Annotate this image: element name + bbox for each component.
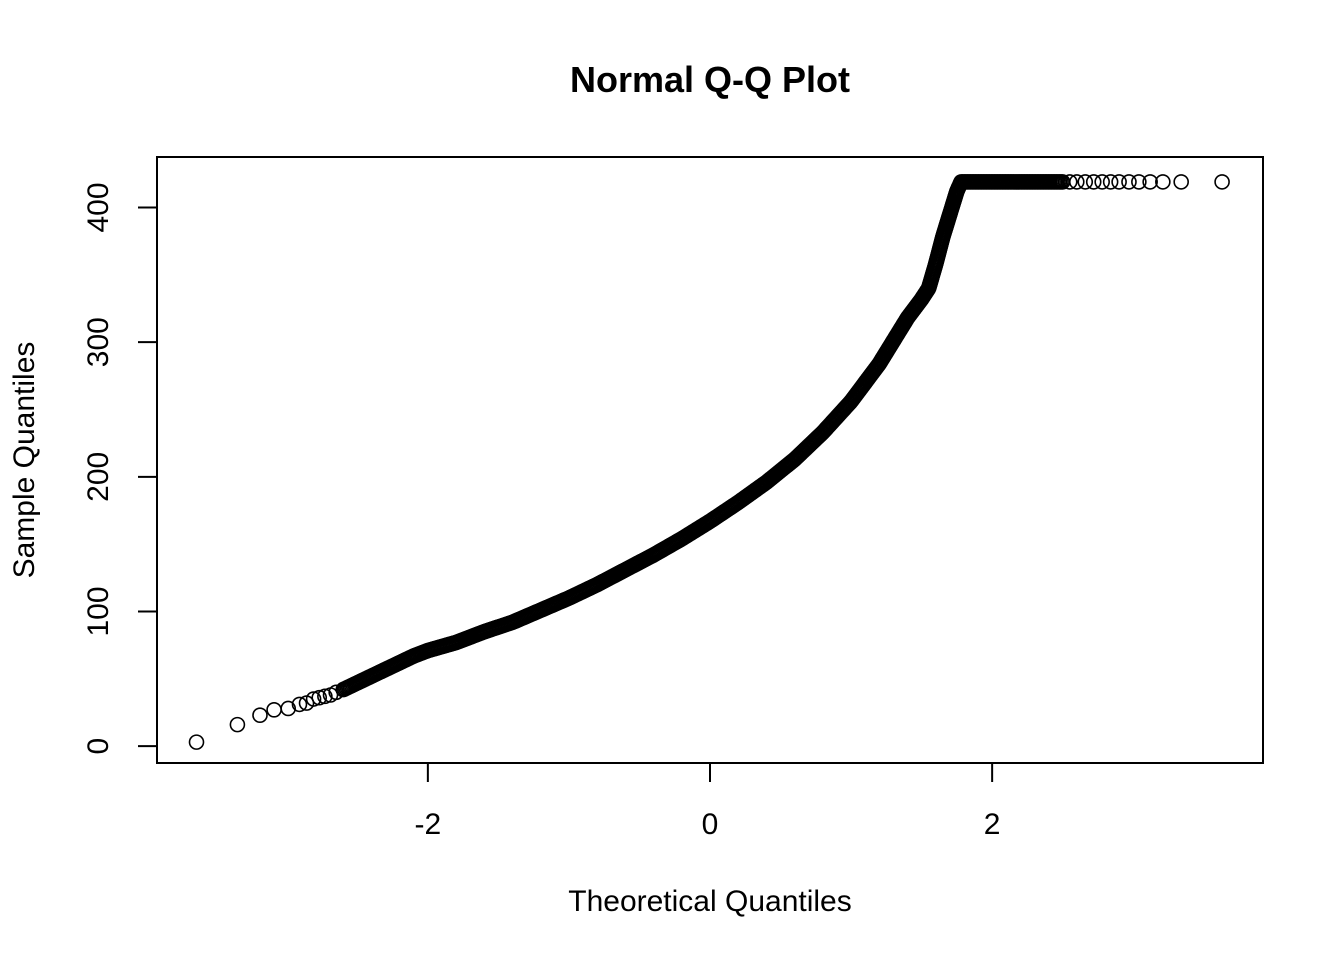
data-point (1155, 174, 1171, 190)
data-point (1061, 174, 1078, 190)
y-tick-label: 0 (82, 738, 115, 755)
data-point (317, 688, 333, 705)
data-point (1142, 174, 1158, 190)
data-point (305, 691, 322, 707)
y-axis-label: Sample Quantiles (8, 342, 41, 579)
y-axis: 0 100 200 300 400 (82, 182, 157, 755)
y-tick-label: 400 (82, 182, 115, 232)
x-axis-label: Theoretical Quantiles (568, 885, 851, 918)
data-point (311, 689, 328, 706)
data-points (188, 174, 1230, 750)
data-point (188, 734, 205, 750)
y-tick-label: 200 (82, 452, 115, 502)
data-point (1111, 174, 1127, 190)
data-point (1131, 174, 1147, 190)
data-point (266, 702, 282, 718)
data-point (229, 716, 246, 733)
x-tick-label: -2 (415, 808, 442, 841)
data-point (1173, 174, 1189, 190)
x-tick-label: 0 (702, 808, 719, 841)
data-point (291, 696, 308, 713)
y-tick-label: 300 (82, 317, 115, 367)
x-axis: -2 0 2 (415, 763, 1001, 841)
data-point (1094, 174, 1110, 190)
plot-frame (156, 156, 1264, 764)
data-point (1102, 174, 1119, 190)
x-tick-label: 2 (984, 808, 1001, 841)
data-point (280, 700, 296, 717)
data-point (1121, 174, 1137, 190)
data-point (252, 707, 268, 723)
data-point (1077, 174, 1094, 190)
chart-title: Normal Q-Q Plot (570, 59, 850, 100)
y-tick-label: 100 (82, 586, 115, 636)
data-point (1068, 174, 1085, 190)
data-point (1085, 174, 1102, 190)
data-point (1214, 174, 1230, 190)
